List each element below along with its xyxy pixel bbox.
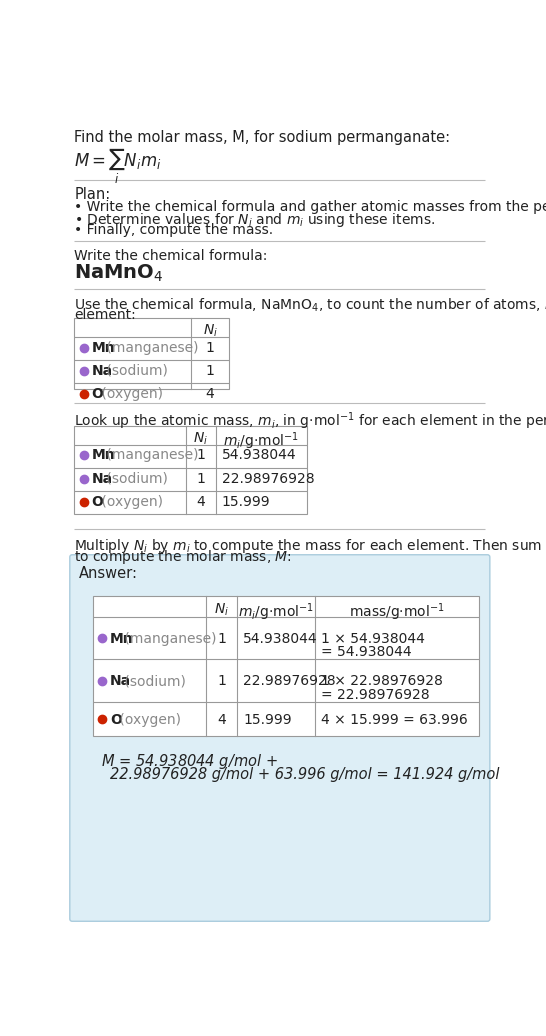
Text: Plan:: Plan: <box>74 188 111 202</box>
Text: Na: Na <box>92 364 112 378</box>
Text: O: O <box>110 713 122 727</box>
Text: to compute the molar mass, $M$:: to compute the molar mass, $M$: <box>74 548 292 566</box>
Text: Write the chemical formula:: Write the chemical formula: <box>74 249 268 263</box>
Text: = 54.938044: = 54.938044 <box>321 645 412 659</box>
Text: Use the chemical formula, NaMnO$_4$, to count the number of atoms, $N_i$, for ea: Use the chemical formula, NaMnO$_4$, to … <box>74 296 546 314</box>
FancyBboxPatch shape <box>70 554 490 921</box>
Text: $m_i$/g·mol$^{-1}$: $m_i$/g·mol$^{-1}$ <box>238 602 314 624</box>
Text: 4: 4 <box>217 713 226 727</box>
Text: Na: Na <box>110 674 131 689</box>
Text: 1 × 54.938044: 1 × 54.938044 <box>321 632 425 646</box>
Text: (oxygen): (oxygen) <box>115 713 181 727</box>
Text: Look up the atomic mass, $m_i$, in g·mol$^{-1}$ for each element in the periodic: Look up the atomic mass, $m_i$, in g·mol… <box>74 410 546 432</box>
Text: 1: 1 <box>197 449 205 462</box>
Text: (oxygen): (oxygen) <box>97 386 163 401</box>
Bar <box>93 596 479 737</box>
Text: Mn: Mn <box>110 632 134 646</box>
Text: $M = \sum_i N_i m_i$: $M = \sum_i N_i m_i$ <box>74 146 162 185</box>
Text: (sodium): (sodium) <box>120 674 186 689</box>
Text: 22.98976928: 22.98976928 <box>222 471 314 486</box>
Text: 4: 4 <box>206 386 215 401</box>
Text: 1: 1 <box>206 364 215 378</box>
Text: • Finally, compute the mass.: • Finally, compute the mass. <box>74 223 274 237</box>
Text: • Write the chemical formula and gather atomic masses from the periodic table.: • Write the chemical formula and gather … <box>74 200 546 213</box>
Text: 15.999: 15.999 <box>244 713 292 727</box>
Text: Multiply $N_i$ by $m_i$ to compute the mass for each element. Then sum those val: Multiply $N_i$ by $m_i$ to compute the m… <box>74 537 546 555</box>
Text: Mn: Mn <box>92 341 115 354</box>
Text: 22.98976928: 22.98976928 <box>244 674 336 689</box>
Text: (sodium): (sodium) <box>102 471 168 486</box>
Text: $M$ = 54.938044 g/mol +: $M$ = 54.938044 g/mol + <box>101 752 277 771</box>
Text: 1: 1 <box>217 674 226 689</box>
Text: (sodium): (sodium) <box>102 364 168 378</box>
Text: $N_i$: $N_i$ <box>193 431 208 448</box>
Text: (manganese): (manganese) <box>120 632 217 646</box>
Text: $N_i$: $N_i$ <box>203 323 218 340</box>
Text: 4 × 15.999 = 63.996: 4 × 15.999 = 63.996 <box>321 713 468 727</box>
Text: (manganese): (manganese) <box>102 341 198 354</box>
Text: O: O <box>92 386 103 401</box>
Text: 15.999: 15.999 <box>222 495 270 509</box>
Text: 1 × 22.98976928: 1 × 22.98976928 <box>321 674 443 689</box>
Text: 1: 1 <box>217 632 226 646</box>
Text: mass/g·mol$^{-1}$: mass/g·mol$^{-1}$ <box>349 602 445 624</box>
Text: Mn: Mn <box>92 449 115 462</box>
Text: NaMnO$_4$: NaMnO$_4$ <box>74 263 164 284</box>
Text: 22.98976928 g/mol + 63.996 g/mol = 141.924 g/mol: 22.98976928 g/mol + 63.996 g/mol = 141.9… <box>110 767 500 781</box>
Text: Na: Na <box>92 471 112 486</box>
Text: 54.938044: 54.938044 <box>244 632 318 646</box>
Text: 1: 1 <box>206 341 215 354</box>
Text: = 22.98976928: = 22.98976928 <box>321 688 430 701</box>
Text: 54.938044: 54.938044 <box>222 449 296 462</box>
Text: Find the molar mass, M, for sodium permanganate:: Find the molar mass, M, for sodium perma… <box>74 131 450 145</box>
Text: 4: 4 <box>197 495 205 509</box>
Text: element:: element: <box>74 308 136 321</box>
Text: (manganese): (manganese) <box>102 449 198 462</box>
Text: • Determine values for $N_i$ and $m_i$ using these items.: • Determine values for $N_i$ and $m_i$ u… <box>74 211 436 229</box>
Text: $N_i$: $N_i$ <box>214 602 229 618</box>
Text: $m_i$/g·mol$^{-1}$: $m_i$/g·mol$^{-1}$ <box>223 431 299 453</box>
Text: Answer:: Answer: <box>79 567 138 581</box>
Text: 1: 1 <box>197 471 205 486</box>
Text: O: O <box>92 495 103 509</box>
Text: (oxygen): (oxygen) <box>97 495 163 509</box>
Bar <box>74 318 229 390</box>
Bar <box>74 426 307 514</box>
